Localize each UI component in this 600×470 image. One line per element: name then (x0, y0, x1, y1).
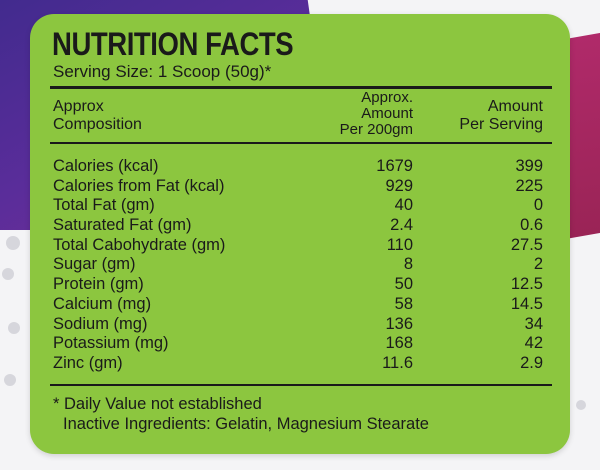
amount-per-200gm: 11.6 (382, 353, 413, 372)
nutrient-name: Potassium (mg) (53, 334, 169, 353)
nutrient-name: Sugar (gm) (53, 255, 136, 274)
nutrition-title: NUTRITION FACTS (52, 26, 294, 62)
amount-per-serving: 14.5 (510, 294, 543, 313)
amount-per-serving: 27.5 (510, 235, 543, 254)
amount-per-200gm: 8 (403, 255, 413, 274)
nutrient-name: Saturated Fat (gm) (53, 216, 192, 235)
decorative-dot (2, 268, 14, 280)
nutrient-name: Total Fat (gm) (53, 196, 155, 215)
table-row: Potassium (mg) 168 42 (53, 334, 543, 354)
amount-per-serving: 225 (515, 176, 543, 195)
amount-per-200gm: 40 (394, 196, 413, 215)
footer-divider (50, 384, 552, 386)
nutrient-rows: Calories (kcal) 1679 399 Calories from F… (53, 157, 543, 374)
amount-per-200gm: 2.4 (390, 216, 413, 235)
column-header-composition: Approx Composition (53, 98, 142, 134)
table-row: Zinc (gm) 11.6 2.9 (53, 354, 543, 374)
amount-per-serving: 12.5 (510, 275, 543, 294)
nutrient-name: Zinc (gm) (53, 353, 123, 372)
column-header-per-serving-line: Amount (487, 98, 543, 115)
serving-size: Serving Size: 1 Scoop (50g)* (53, 62, 272, 81)
amount-per-serving: 2 (533, 255, 543, 274)
amount-per-serving: 2.9 (520, 353, 543, 372)
amount-per-200gm: 50 (394, 275, 413, 294)
nutrient-name: Calories (kcal) (53, 157, 159, 175)
column-header-composition-line: Composition (53, 116, 142, 133)
table-row: Calories from Fat (kcal) 929 225 (53, 177, 543, 197)
column-header-per-200gm-line: Per 200gm (339, 121, 413, 138)
nutrient-name: Calories from Fat (kcal) (53, 176, 225, 195)
amount-per-serving: 0 (533, 196, 543, 215)
header-divider-top (50, 86, 552, 89)
nutrient-name: Protein (gm) (53, 275, 144, 294)
amount-per-200gm: 136 (385, 314, 413, 333)
decorative-dot (576, 400, 586, 410)
amount-per-200gm: 168 (385, 334, 413, 353)
inactive-ingredients: Inactive Ingredients: Gelatin, Magnesium… (63, 415, 429, 433)
amount-per-serving: 42 (524, 334, 543, 353)
column-header-per-200gm-line: Approx. (361, 89, 413, 106)
header-divider-bottom (50, 142, 552, 144)
table-row: Calories (kcal) 1679 399 (53, 157, 543, 177)
amount-per-serving: 399 (515, 157, 543, 175)
decorative-dot (6, 236, 20, 250)
amount-per-200gm: 1679 (376, 157, 413, 175)
table-row: Saturated Fat (gm) 2.4 0.6 (53, 216, 543, 236)
column-header-per-serving: Amount Per Serving (430, 98, 543, 134)
table-row: Sodium (mg) 136 34 (53, 315, 543, 335)
table-row: Total Fat (gm) 40 0 (53, 196, 543, 216)
amount-per-200gm: 58 (394, 294, 413, 313)
table-row: Total Cabohydrate (gm) 110 27.5 (53, 236, 543, 256)
column-header-per-200gm-line: Amount (361, 105, 413, 122)
daily-value-footnote: * Daily Value not established (53, 395, 262, 413)
table-row: Protein (gm) 50 12.5 (53, 275, 543, 295)
column-header-composition-line: Approx (53, 98, 104, 115)
column-header-per-serving-line: Per Serving (459, 116, 543, 133)
decorative-dot (8, 322, 20, 334)
decorative-dot (4, 374, 16, 386)
table-row: Calcium (mg) 58 14.5 (53, 295, 543, 315)
amount-per-serving: 0.6 (520, 216, 543, 235)
column-header-per-200gm: Approx. Amount Per 200gm (300, 90, 413, 138)
nutrient-name: Total Cabohydrate (gm) (53, 235, 226, 254)
nutrient-name: Calcium (mg) (53, 294, 152, 313)
amount-per-200gm: 929 (385, 176, 413, 195)
amount-per-serving: 34 (524, 314, 543, 333)
nutrient-name: Sodium (mg) (53, 314, 148, 333)
amount-per-200gm: 110 (386, 235, 413, 254)
table-row: Sugar (gm) 8 2 (53, 255, 543, 275)
